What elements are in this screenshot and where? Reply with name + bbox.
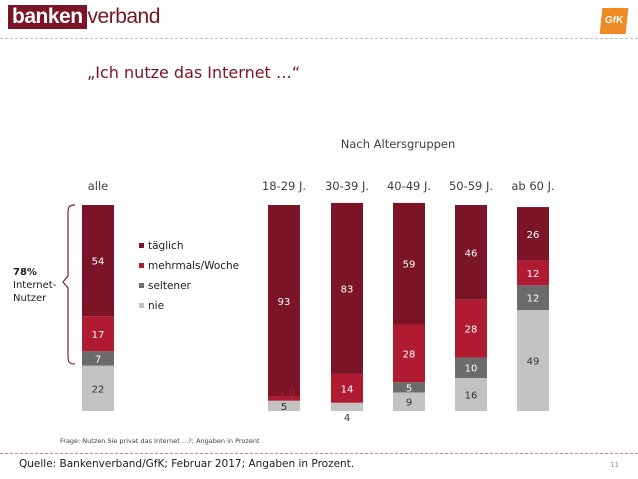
data-label: 2 [278, 391, 284, 402]
bar-segment [517, 310, 549, 411]
category-label: 18-29 J. [262, 179, 306, 193]
bar-segment [393, 392, 425, 411]
bar-segment [331, 202, 363, 374]
data-label: 16 [465, 391, 478, 402]
data-label: 0 [289, 388, 295, 399]
bar-segment [82, 205, 114, 317]
legend-label: nie [148, 300, 164, 312]
data-label: 28 [465, 325, 478, 336]
data-label: 93 [278, 297, 291, 308]
legend-swatch [139, 303, 144, 308]
data-label: 83 [341, 284, 354, 295]
bar-segment [393, 202, 425, 325]
data-label: 22 [92, 384, 105, 395]
data-label: 5 [281, 402, 287, 413]
header-divider [0, 38, 638, 40]
question-footnote: Frage: Nutzen Sie privat das Internet …?… [60, 437, 260, 445]
data-label: 0 [352, 390, 358, 401]
bar-segment [268, 396, 300, 401]
bar-segment [82, 351, 114, 366]
legend-label: täglich [148, 240, 183, 252]
data-label: 59 [403, 260, 416, 271]
bar-segment [268, 205, 300, 397]
bar-segment [455, 299, 487, 358]
data-label: 14 [341, 384, 354, 395]
data-label: 12 [527, 294, 540, 305]
bar-segment [82, 316, 114, 352]
bracket-line [62, 204, 76, 365]
annotation-line2: Nutzer [13, 293, 47, 304]
annotation-value: 78% [13, 267, 37, 278]
legend-label: seltener [148, 280, 192, 292]
data-label: 7 [95, 354, 101, 365]
category-label: 50-59 J. [449, 179, 493, 193]
bar-segment [455, 378, 487, 411]
category-label: 30-39 J. [325, 179, 369, 193]
bar-segment [455, 357, 487, 379]
bar-segment [82, 365, 114, 411]
page-number: 11 [610, 461, 619, 469]
data-label: 49 [527, 357, 540, 368]
data-label: 10 [465, 364, 478, 375]
annotation-line1: Internet- [13, 280, 57, 291]
bar-segment [268, 400, 300, 411]
data-label: 28 [403, 349, 416, 360]
bar-segment [393, 324, 425, 383]
bar-segment [517, 285, 549, 311]
slide-title: „Ich nutze das Internet …“ [87, 63, 301, 82]
legend-label: mehrmals/Woche [148, 260, 239, 272]
data-label: 12 [527, 269, 540, 280]
data-label: 17 [92, 330, 105, 341]
category-label: ab 60 J. [511, 179, 554, 193]
data-label: 54 [92, 257, 105, 268]
category-label: alle [88, 179, 109, 193]
data-label: 4 [344, 413, 350, 424]
legend-swatch [139, 283, 144, 288]
bar-segment [517, 260, 549, 286]
legend-swatch [139, 263, 144, 268]
category-label: 40-49 J. [387, 179, 431, 193]
logo-text-banken: banken [8, 5, 87, 29]
bar-segment [393, 382, 425, 393]
source-note: Quelle: Bankenverband/GfK; Februar 2017;… [19, 458, 355, 470]
bar-segment [331, 402, 363, 411]
data-label: 5 [406, 383, 412, 394]
data-label: 26 [527, 230, 540, 241]
bar-segment [517, 207, 549, 261]
data-label: 46 [465, 248, 478, 259]
logo-text-verband: verband [87, 5, 161, 28]
footer-divider [0, 453, 638, 455]
bar-segment [331, 373, 363, 403]
bar-segment [455, 205, 487, 300]
data-label: 9 [406, 398, 412, 409]
bankenverband-logo: banken verband [8, 5, 160, 29]
legend-swatch [139, 243, 144, 248]
chart-subtitle: Nach Altersgruppen [341, 137, 456, 151]
